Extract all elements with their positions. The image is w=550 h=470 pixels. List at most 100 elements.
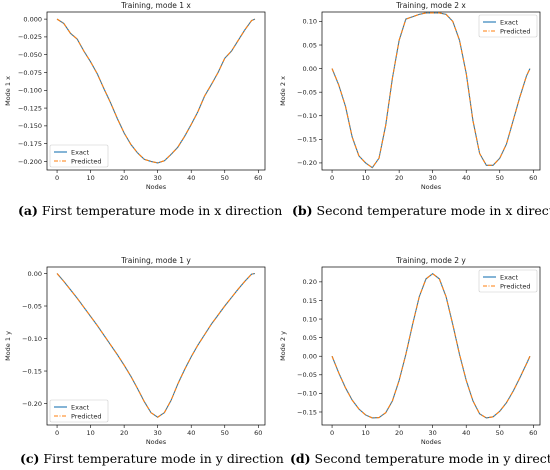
- y-tick-label: −0.20: [297, 159, 317, 167]
- x-tick-label: 60: [529, 174, 537, 182]
- y-tick-label: −0.15: [22, 367, 42, 375]
- legend-label-exact: Exact: [71, 148, 90, 156]
- legend-label-predicted: Predicted: [71, 412, 102, 420]
- x-tick-label: 0: [55, 429, 59, 437]
- y-tick-label: −0.05: [297, 88, 317, 96]
- plot-frame: [46, 11, 266, 171]
- chart-title: Training, mode 1 x: [120, 1, 191, 10]
- y-tick-label: −0.15: [297, 136, 317, 144]
- legend-label-predicted: Predicted: [71, 157, 102, 165]
- y-tick-label: −0.15: [297, 408, 317, 416]
- y-tick-label: −0.200: [18, 158, 42, 166]
- y-tick-label: −0.075: [18, 69, 42, 77]
- y-axis-label: Mode 1 x: [4, 76, 12, 106]
- x-tick-label: 0: [330, 174, 334, 182]
- x-tick-label: 10: [86, 429, 94, 437]
- x-tick-label: 0: [330, 429, 334, 437]
- x-tick-label: 60: [529, 429, 537, 437]
- chart-panel-c: Training, mode 1 y 0 10 20 30 40 50 60 0.00 −0.05…: [0, 255, 275, 450]
- x-axis-label: Nodes: [421, 183, 442, 191]
- y-tick-label: −0.20: [22, 400, 42, 408]
- x-tick-label: 30: [154, 174, 162, 182]
- x-tick-label: 50: [221, 174, 229, 182]
- series-line-exact: [331, 272, 531, 419]
- caption-a-text: First temperature mode in x direction: [37, 203, 283, 218]
- chart-mode-1-y: Training, mode 1 y 0 10 20 30 40 50 60 0.00 −0.05…: [4, 256, 266, 446]
- y-tick-label: −0.025: [18, 33, 42, 41]
- caption-b-label: (b): [292, 203, 313, 218]
- y-tick-label: −0.175: [18, 140, 42, 148]
- y-tick-label: 0.05: [303, 41, 317, 49]
- y-tick-label: 0.10: [303, 18, 317, 26]
- x-tick-label: 20: [395, 174, 403, 182]
- series-line-predicted: [56, 18, 256, 164]
- x-tick-label: 30: [154, 429, 162, 437]
- x-axis-label: Nodes: [146, 438, 167, 446]
- y-tick-label: −0.10: [297, 112, 317, 120]
- y-axis-label: Mode 1 y: [4, 331, 12, 361]
- x-axis-label: Nodes: [146, 183, 167, 191]
- caption-d: (d) Second temperature mode in y directi…: [290, 451, 550, 466]
- x-tick-label: 40: [187, 429, 195, 437]
- x-tick-label: 0: [55, 174, 59, 182]
- y-tick-label: −0.100: [18, 87, 42, 95]
- y-axis-label: Mode 2 y: [279, 331, 287, 361]
- legend-label-exact: Exact: [71, 403, 90, 411]
- y-tick-label: −0.10: [297, 390, 317, 398]
- series-line-predicted: [331, 272, 531, 419]
- x-tick-label: 50: [496, 174, 504, 182]
- y-axis-label: Mode 2 x: [279, 76, 287, 106]
- y-tick-label: −0.150: [18, 122, 42, 130]
- y-tick-label: −0.05: [22, 302, 42, 310]
- x-tick-label: 50: [496, 429, 504, 437]
- x-tick-label: 20: [395, 429, 403, 437]
- y-tick-label: −0.125: [18, 104, 42, 112]
- plot-frame: [321, 266, 541, 426]
- legend-label-exact: Exact: [500, 18, 519, 26]
- y-tick-label: 0.000: [23, 15, 42, 23]
- y-tick-label: 0.00: [303, 353, 317, 361]
- plot-frame: [46, 266, 266, 426]
- y-tick-label: 0.05: [303, 334, 317, 342]
- series-line-predicted: [331, 12, 531, 169]
- y-tick-label: −0.05: [297, 371, 317, 379]
- y-tick-label: −0.10: [22, 335, 42, 343]
- chart-panel-b: Training, mode 2 x 0 10 20 30 40 50 60 0.10 0.05 0…: [275, 0, 550, 195]
- legend-label-exact: Exact: [500, 273, 519, 281]
- x-tick-label: 30: [429, 429, 437, 437]
- caption-a-label: (a): [18, 203, 38, 218]
- caption-c-text: First temperature mode in y direction: [39, 451, 284, 466]
- y-tick-label: −0.050: [18, 51, 42, 59]
- y-tick-label: 0.15: [303, 297, 317, 305]
- series-line-exact: [56, 272, 256, 418]
- chart-title: Training, mode 2 x: [395, 1, 466, 10]
- x-tick-label: 10: [361, 174, 369, 182]
- caption-a: (a) First temperature mode in x directio…: [18, 203, 282, 218]
- caption-d-label: (d): [290, 451, 311, 466]
- chart-mode-2-y: Training, mode 2 y 0 10 20 30 40 50 60 0.20 0.15 0…: [279, 256, 541, 446]
- x-tick-label: 40: [462, 174, 470, 182]
- y-tick-label: 0.20: [303, 278, 317, 286]
- series-line-exact: [56, 18, 256, 164]
- legend-label-predicted: Predicted: [500, 27, 531, 35]
- y-tick-label: 0.10: [303, 315, 317, 323]
- x-tick-label: 40: [187, 174, 195, 182]
- x-tick-label: 20: [120, 429, 128, 437]
- x-tick-label: 20: [120, 174, 128, 182]
- x-tick-label: 60: [254, 174, 262, 182]
- caption-c-label: (c): [20, 451, 40, 466]
- caption-b: (b) Second temperature mode in x directi…: [292, 203, 550, 218]
- x-tick-label: 10: [86, 174, 94, 182]
- x-tick-label: 40: [462, 429, 470, 437]
- y-tick-label: 0.00: [303, 65, 317, 73]
- chart-panel-d: Training, mode 2 y 0 10 20 30 40 50 60 0.20 0.15 0…: [275, 255, 550, 450]
- series-line-predicted: [56, 272, 256, 418]
- chart-title: Training, mode 1 y: [120, 256, 191, 265]
- x-axis-label: Nodes: [421, 438, 442, 446]
- chart-mode-1-x: Training, mode 1 x 0 10 20 30 40 50 60 0.000 −0.0…: [4, 1, 266, 191]
- caption-b-text: Second temperature mode in x direction: [312, 203, 550, 218]
- chart-mode-2-x: Training, mode 2 x 0 10 20 30 40 50 60 0.10 0.05 0…: [279, 1, 541, 191]
- plot-frame: [321, 11, 541, 171]
